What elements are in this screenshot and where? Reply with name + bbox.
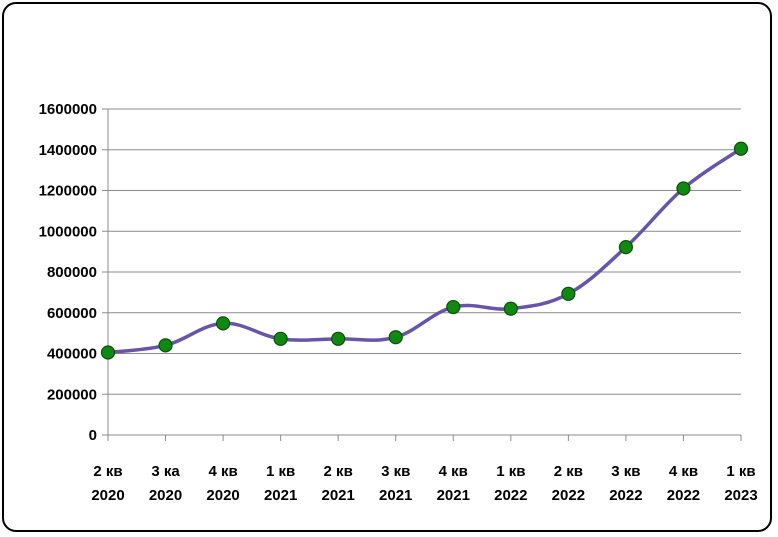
- data-point: [215, 316, 231, 331]
- series-markers: [100, 141, 749, 360]
- x-tick-label: 1 кв 2021: [264, 463, 297, 504]
- x-tick-label: 4 кв 2020: [206, 463, 239, 504]
- data-point: [158, 338, 173, 353]
- data-point: [446, 299, 461, 315]
- y-tick-label: 800000: [47, 264, 97, 281]
- data-point: [676, 181, 691, 196]
- y-tick-label: 0: [89, 427, 97, 444]
- data-point: [503, 301, 518, 316]
- x-tick-label: 4 кв 2021: [437, 463, 470, 504]
- y-tick-label: 1200000: [39, 183, 97, 200]
- x-tick-label: 2 кв 2020: [91, 463, 124, 504]
- y-tick-label: 1600000: [39, 101, 97, 118]
- y-tick-label: 400000: [47, 346, 97, 363]
- y-tick-label: 1000000: [39, 223, 97, 240]
- data-point: [388, 330, 403, 345]
- x-tick-label: 3 ка 2020: [149, 463, 182, 504]
- gridlines: [108, 108, 741, 395]
- data-point: [561, 286, 576, 301]
- x-axis-ticks: 2 кв 2020 3 ка 2020 4 кв 2020 1 кв 2021 2 кв 2021…: [91, 435, 758, 504]
- y-tick-label: 600000: [47, 305, 97, 322]
- data-point: [618, 240, 634, 255]
- x-tick-label: 1 кв 2023: [724, 463, 757, 504]
- data-point: [733, 141, 749, 156]
- data-point: [331, 331, 346, 346]
- x-tick-label: 4 кв 2022: [667, 463, 700, 504]
- y-tick-label: 200000: [47, 386, 97, 403]
- chart-frame: [2, 2, 772, 532]
- x-tick-label: 2 кв 2021: [321, 463, 354, 504]
- data-point: [100, 345, 116, 360]
- y-tick-label: 1400000: [39, 142, 97, 159]
- y-axis-ticks: 0 200000 400000 600000 800000 1000000 1200000 1…: [39, 101, 108, 444]
- x-tick-label: 2 кв 2022: [552, 463, 585, 504]
- x-tick-label: 3 кв 2022: [609, 463, 642, 504]
- x-tick-label: 3 кв 2021: [379, 463, 412, 504]
- series-line: [107, 147, 742, 355]
- x-tick-label: 1 кв 2022: [494, 463, 527, 504]
- data-point: [273, 331, 288, 346]
